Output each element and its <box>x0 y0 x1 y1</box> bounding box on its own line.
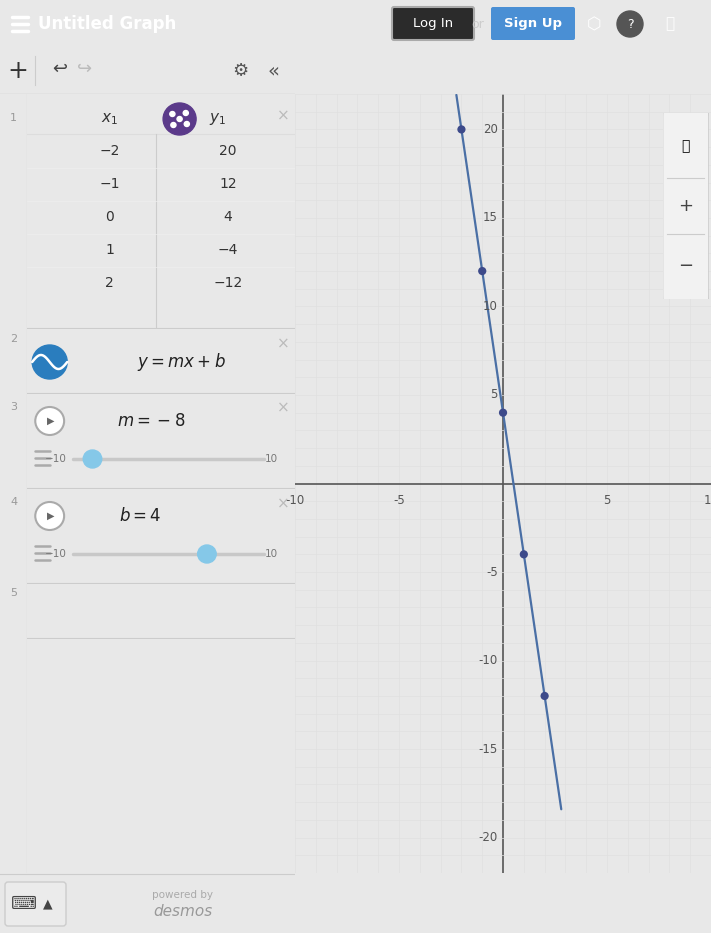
Text: −1: −1 <box>100 177 119 191</box>
Circle shape <box>163 103 196 135</box>
Text: 3: 3 <box>10 401 17 411</box>
Text: ↪: ↪ <box>77 60 92 78</box>
Text: 2: 2 <box>10 334 17 344</box>
Text: -15: -15 <box>479 743 498 756</box>
Text: ×: × <box>277 109 290 124</box>
Text: ×: × <box>277 496 290 511</box>
Text: +: + <box>8 59 28 83</box>
Text: 4: 4 <box>10 496 17 507</box>
Text: +: + <box>678 197 693 215</box>
Text: $x_1$: $x_1$ <box>101 111 118 127</box>
Text: ⚙: ⚙ <box>232 62 248 80</box>
Text: 5: 5 <box>604 494 611 508</box>
Circle shape <box>36 407 64 435</box>
Circle shape <box>32 345 68 379</box>
Text: 2: 2 <box>105 276 114 290</box>
Text: 5: 5 <box>10 589 17 598</box>
Text: 1: 1 <box>105 243 114 257</box>
Text: 1: 1 <box>10 113 17 123</box>
Text: $y = mx + b$: $y = mx + b$ <box>137 351 226 373</box>
Text: 🔧: 🔧 <box>682 139 690 153</box>
Text: −: − <box>678 257 693 274</box>
Text: 10: 10 <box>264 549 278 559</box>
Text: 5: 5 <box>491 388 498 401</box>
Text: 0: 0 <box>105 210 114 224</box>
Text: Log In: Log In <box>413 18 453 31</box>
Text: «: « <box>267 62 279 80</box>
Point <box>539 689 550 703</box>
Text: 🌐: 🌐 <box>665 17 675 32</box>
Text: -20: -20 <box>479 831 498 844</box>
Text: powered by: powered by <box>152 890 213 900</box>
Text: ⌨: ⌨ <box>11 895 37 913</box>
Text: 10: 10 <box>483 299 498 313</box>
Circle shape <box>171 122 176 128</box>
Circle shape <box>184 121 189 127</box>
Point <box>498 405 509 420</box>
Text: 20: 20 <box>483 123 498 136</box>
Text: −10: −10 <box>45 454 67 464</box>
Text: $b = 4$: $b = 4$ <box>119 507 161 525</box>
Text: ▲: ▲ <box>43 898 53 911</box>
Text: -5: -5 <box>486 565 498 578</box>
Circle shape <box>177 117 182 121</box>
Text: 12: 12 <box>219 177 237 191</box>
Text: −10: −10 <box>45 549 67 559</box>
Text: ×: × <box>277 401 290 416</box>
Text: ▶: ▶ <box>47 511 55 521</box>
Text: ×: × <box>277 336 290 351</box>
Text: −2: −2 <box>100 144 119 158</box>
FancyBboxPatch shape <box>392 7 474 40</box>
Text: Untitled Graph: Untitled Graph <box>38 15 176 33</box>
Point <box>518 547 530 562</box>
Text: $y_1$: $y_1$ <box>209 111 226 127</box>
Point <box>456 122 467 137</box>
Circle shape <box>83 450 102 468</box>
Text: 4: 4 <box>224 210 232 224</box>
Text: −12: −12 <box>213 276 242 290</box>
FancyBboxPatch shape <box>5 882 66 926</box>
Text: 15: 15 <box>483 212 498 225</box>
Text: 10: 10 <box>264 454 278 464</box>
FancyBboxPatch shape <box>663 107 709 305</box>
Text: -10: -10 <box>285 494 305 508</box>
Text: −4: −4 <box>218 243 238 257</box>
Text: $m = -8$: $m = -8$ <box>117 412 185 430</box>
Text: Sign Up: Sign Up <box>504 18 562 31</box>
Circle shape <box>198 545 216 563</box>
Text: -10: -10 <box>479 654 498 667</box>
Text: ↩: ↩ <box>53 60 68 78</box>
Text: 10: 10 <box>704 494 711 508</box>
Text: 20: 20 <box>219 144 237 158</box>
Text: ?: ? <box>626 18 634 31</box>
Text: desmos: desmos <box>154 903 213 918</box>
Text: -5: -5 <box>393 494 405 508</box>
Point <box>476 264 488 279</box>
Text: ▶: ▶ <box>47 416 55 426</box>
FancyBboxPatch shape <box>491 7 575 40</box>
Text: or: or <box>471 18 484 31</box>
Circle shape <box>170 112 175 117</box>
Circle shape <box>183 110 188 116</box>
Text: ⬡: ⬡ <box>587 15 602 33</box>
Circle shape <box>36 502 64 530</box>
Circle shape <box>617 11 643 37</box>
